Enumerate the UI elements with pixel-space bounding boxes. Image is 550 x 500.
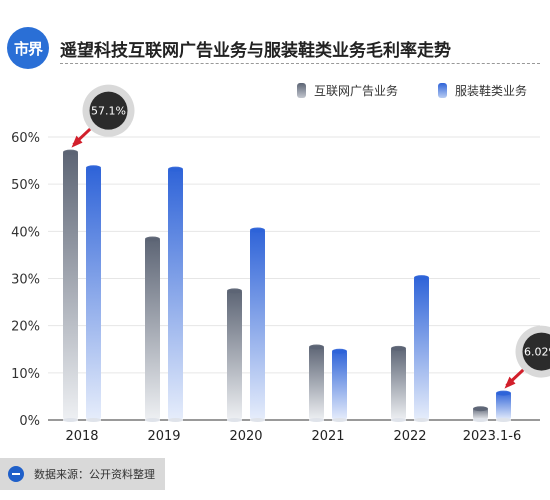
source-footer: 数据来源：公开资料整理 <box>0 458 165 490</box>
bar <box>168 167 183 420</box>
callout-arrowhead <box>71 135 83 148</box>
legend-label-apparel: 服装鞋类业务 <box>455 84 528 98</box>
bar-cap <box>496 390 511 396</box>
bar-base <box>496 418 511 422</box>
bar-cap <box>227 288 242 294</box>
bar <box>86 166 101 420</box>
chart-title: 遥望科技互联网广告业务与服装鞋类业务毛利率走势 <box>60 41 451 61</box>
bar <box>391 346 406 420</box>
bar-cap <box>250 227 265 233</box>
x-tick-label: 2020 <box>229 429 262 444</box>
bar <box>227 289 242 420</box>
chart-legend: 互联网广告业务 服装鞋类业务 <box>0 82 550 102</box>
bar-cap <box>332 348 347 354</box>
bar-cap <box>391 345 406 351</box>
callout-arrowhead <box>504 376 516 389</box>
bar-cap <box>473 406 488 412</box>
source-icon <box>8 466 24 482</box>
bar-base <box>332 418 347 422</box>
bar-cap <box>309 344 324 350</box>
bar-base <box>86 418 101 422</box>
bar-cap <box>145 236 160 242</box>
bar-base <box>391 418 406 422</box>
bar-base <box>473 418 488 422</box>
y-tick-label: 0% <box>19 414 40 429</box>
x-tick-label: 2022 <box>393 429 426 444</box>
bar <box>63 150 78 420</box>
callout-value-label: 57.1% <box>91 105 126 118</box>
bar-base <box>250 418 265 422</box>
bar-base <box>145 418 160 422</box>
bar-base <box>414 418 429 422</box>
bar <box>309 345 324 420</box>
title-divider <box>60 63 540 64</box>
bar <box>496 391 511 420</box>
y-tick-label: 20% <box>11 320 40 335</box>
y-tick-label: 10% <box>11 367 40 382</box>
legend-swatch-gray <box>297 83 306 98</box>
brand-logo: 市界 <box>7 27 49 69</box>
bar-base <box>63 418 78 422</box>
bar-base <box>227 418 242 422</box>
y-tick-label: 40% <box>11 225 40 240</box>
x-tick-label: 2018 <box>65 429 98 444</box>
legend-swatch-blue <box>438 83 447 98</box>
callout-bubble <box>89 91 128 130</box>
bar-cap <box>168 166 183 172</box>
legend-label-ad: 互联网广告业务 <box>314 84 399 98</box>
bar <box>145 237 160 420</box>
x-tick-label: 2021 <box>311 429 344 444</box>
bar <box>414 276 429 420</box>
callout-value-label: 6.02% <box>524 346 550 359</box>
x-tick-label: 2019 <box>147 429 180 444</box>
callout-bubble <box>522 332 550 371</box>
bar-cap <box>63 149 78 155</box>
bar-base <box>168 418 183 422</box>
bar <box>332 349 347 420</box>
bar <box>250 228 265 420</box>
legend-item-apparel: 服装鞋类业务 <box>438 82 527 99</box>
y-tick-label: 50% <box>11 178 40 193</box>
y-tick-label: 30% <box>11 273 40 288</box>
bar-cap <box>86 165 101 171</box>
bar-base <box>309 418 324 422</box>
chart-header: 市界 遥望科技互联网广告业务与服装鞋类业务毛利率走势 <box>0 0 550 80</box>
x-tick-label: 2023.1-6 <box>463 429 521 444</box>
source-text: 数据来源：公开资料整理 <box>34 468 155 481</box>
y-tick-label: 60% <box>11 131 40 146</box>
legend-item-ad: 互联网广告业务 <box>297 82 398 99</box>
bar-cap <box>414 275 429 281</box>
